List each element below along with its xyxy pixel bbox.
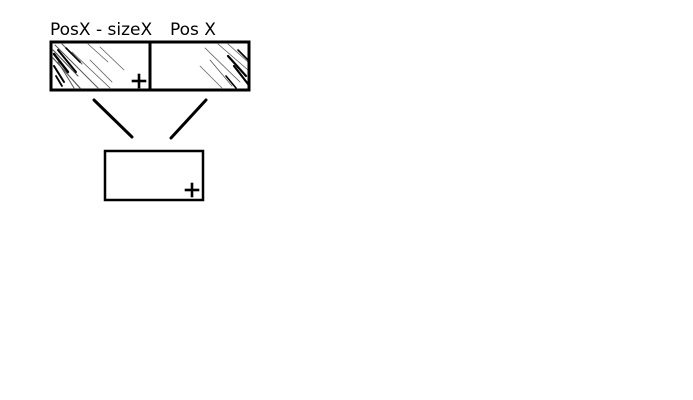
label-posx: Pos X bbox=[170, 20, 216, 40]
right-cell-dark-strokes bbox=[225, 49, 250, 89]
right-cell bbox=[199, 43, 250, 89]
plus-icon bbox=[184, 182, 200, 198]
plus-icon bbox=[131, 73, 147, 89]
left-cell bbox=[52, 43, 147, 89]
right-cell-hatching bbox=[199, 43, 249, 89]
bottom-rectangle bbox=[103, 149, 205, 202]
left-cell-dark-strokes bbox=[52, 47, 81, 87]
connector-line-left bbox=[92, 98, 134, 139]
connector-line-right bbox=[169, 98, 208, 140]
label-posx-minus-sizex: PosX - sizeX bbox=[50, 20, 153, 40]
left-cell-hatching bbox=[52, 43, 125, 89]
